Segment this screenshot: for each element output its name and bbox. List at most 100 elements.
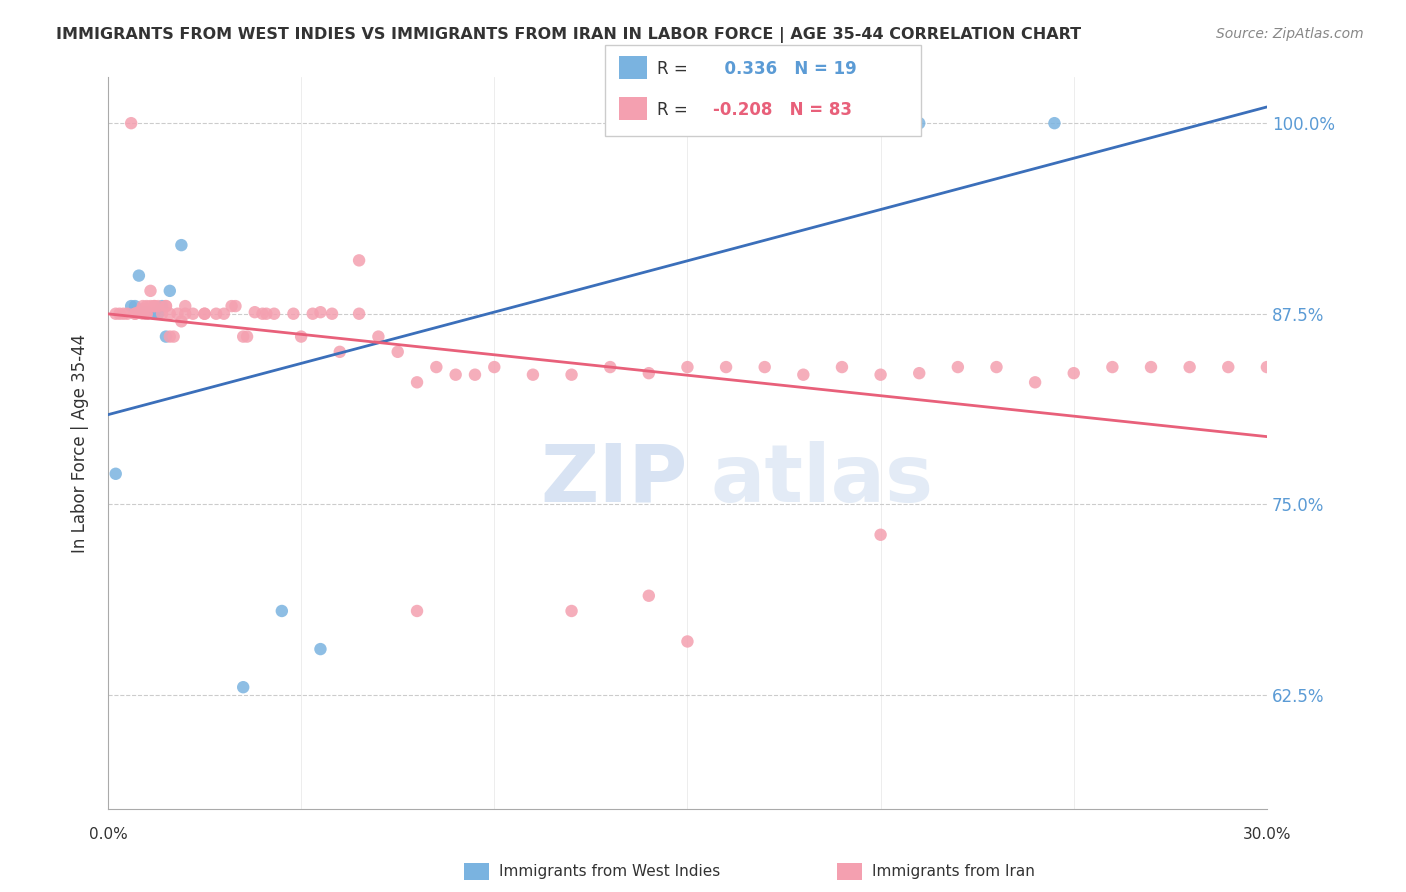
- Point: [425, 360, 447, 375]
- Point: [986, 360, 1008, 375]
- Point: [104, 467, 127, 481]
- Point: [124, 299, 146, 313]
- Point: [139, 284, 162, 298]
- Text: 0.0%: 0.0%: [89, 828, 128, 842]
- Point: [174, 307, 197, 321]
- Point: [155, 299, 177, 313]
- Point: [406, 376, 429, 390]
- Point: [252, 307, 274, 321]
- Point: [869, 368, 891, 382]
- Point: [254, 307, 277, 321]
- Text: Source: ZipAtlas.com: Source: ZipAtlas.com: [1216, 27, 1364, 41]
- Point: [150, 299, 173, 313]
- Point: [1256, 360, 1278, 375]
- Point: [367, 329, 389, 343]
- Point: [112, 307, 135, 321]
- Point: [792, 368, 814, 382]
- Point: [309, 305, 332, 319]
- Point: [1043, 116, 1066, 130]
- Point: [347, 307, 370, 321]
- Point: [714, 360, 737, 375]
- Point: [290, 329, 312, 343]
- Point: [1101, 360, 1123, 375]
- Point: [135, 307, 157, 321]
- Point: [170, 238, 193, 252]
- Point: [676, 634, 699, 648]
- Point: [155, 329, 177, 343]
- Point: [159, 329, 181, 343]
- Point: [159, 284, 181, 298]
- Point: [869, 528, 891, 542]
- Point: [243, 305, 266, 319]
- Point: [444, 368, 467, 382]
- Text: ZIP: ZIP: [540, 441, 688, 519]
- Point: [132, 302, 155, 317]
- Point: [321, 307, 343, 321]
- Point: [1063, 366, 1085, 380]
- Point: [117, 307, 139, 321]
- Point: [599, 360, 621, 375]
- Point: [212, 307, 235, 321]
- Point: [135, 299, 157, 313]
- Text: Immigrants from West Indies: Immigrants from West Indies: [499, 864, 720, 879]
- Point: [676, 360, 699, 375]
- Point: [283, 307, 305, 321]
- Point: [181, 307, 204, 321]
- Point: [270, 604, 292, 618]
- Point: [309, 642, 332, 657]
- Point: [120, 299, 142, 313]
- Point: [347, 253, 370, 268]
- Point: [166, 307, 188, 321]
- Point: [108, 307, 131, 321]
- Point: [124, 307, 146, 321]
- Text: R =: R =: [657, 101, 688, 119]
- Point: [484, 360, 506, 375]
- Point: [908, 116, 931, 130]
- Point: [132, 299, 155, 313]
- Point: [128, 305, 150, 319]
- Point: [135, 307, 157, 321]
- Point: [135, 307, 157, 321]
- Text: 0.336   N = 19: 0.336 N = 19: [713, 60, 856, 78]
- Text: atlas: atlas: [710, 441, 934, 519]
- Point: [120, 116, 142, 130]
- Point: [221, 299, 243, 313]
- Point: [117, 817, 139, 831]
- Point: [104, 307, 127, 321]
- Point: [148, 299, 170, 313]
- Point: [1218, 360, 1240, 375]
- Point: [1140, 360, 1163, 375]
- Point: [1024, 376, 1046, 390]
- Point: [301, 307, 323, 321]
- Text: Immigrants from Iran: Immigrants from Iran: [872, 864, 1035, 879]
- Point: [148, 307, 170, 321]
- Point: [139, 299, 162, 313]
- Point: [150, 307, 173, 321]
- Point: [464, 368, 486, 382]
- Point: [1178, 360, 1201, 375]
- Point: [193, 307, 215, 321]
- Point: [637, 366, 659, 380]
- Point: [232, 329, 254, 343]
- Point: [128, 305, 150, 319]
- Point: [263, 307, 285, 321]
- Point: [908, 366, 931, 380]
- Point: [946, 360, 969, 375]
- Point: [163, 329, 186, 343]
- Point: [561, 368, 583, 382]
- Point: [232, 680, 254, 694]
- Text: R =: R =: [657, 60, 688, 78]
- Point: [132, 305, 155, 319]
- Point: [124, 307, 146, 321]
- Point: [387, 344, 409, 359]
- Point: [561, 604, 583, 618]
- Text: -0.208   N = 83: -0.208 N = 83: [713, 101, 852, 119]
- Text: IMMIGRANTS FROM WEST INDIES VS IMMIGRANTS FROM IRAN IN LABOR FORCE | AGE 35-44 C: IMMIGRANTS FROM WEST INDIES VS IMMIGRANT…: [56, 27, 1081, 43]
- Point: [143, 299, 166, 313]
- Point: [406, 604, 429, 618]
- Point: [205, 307, 228, 321]
- Point: [143, 307, 166, 321]
- Point: [236, 329, 259, 343]
- Text: 30.0%: 30.0%: [1243, 828, 1291, 842]
- Point: [155, 299, 177, 313]
